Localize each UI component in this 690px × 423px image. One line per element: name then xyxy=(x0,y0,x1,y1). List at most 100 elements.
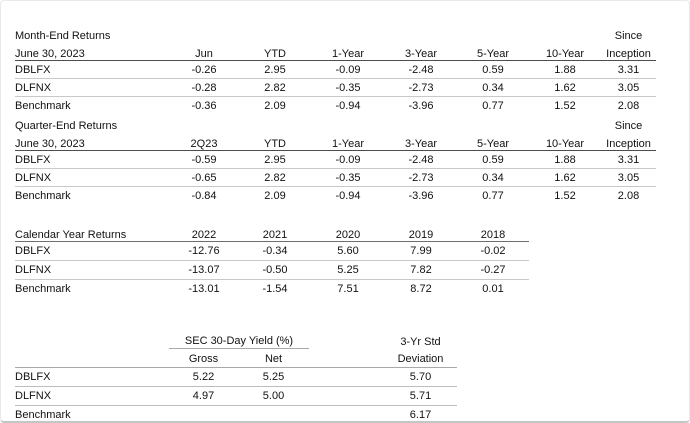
benchmark-label: Benchmark xyxy=(15,409,71,421)
std-dev-value: 5.71 xyxy=(384,386,457,406)
spacer xyxy=(309,367,384,387)
return-value: 7.99 xyxy=(385,241,457,261)
benchmark-label: Benchmark xyxy=(15,189,71,202)
fund-label: DLFNX xyxy=(15,260,169,280)
return-value: -0.28 xyxy=(169,78,239,97)
column-header: YTD xyxy=(239,132,311,151)
spacer xyxy=(169,117,601,132)
spacer xyxy=(309,406,384,422)
month-end-title: Month-End Returns xyxy=(15,30,111,42)
return-value: -2.73 xyxy=(385,78,457,97)
benchmark-label: Benchmark xyxy=(15,283,71,295)
fund-label: DBLFX xyxy=(15,367,169,387)
return-value: -0.09 xyxy=(311,150,385,169)
return-value: 3.31 xyxy=(601,60,656,79)
column-header: 2Q23 xyxy=(169,132,239,151)
fund-label: DLFNX xyxy=(15,168,169,187)
return-value: 1.62 xyxy=(529,78,601,97)
return-value: 2.95 xyxy=(239,60,311,79)
return-value: 8.72 xyxy=(410,283,432,295)
yield-deviation-table: SEC 30-Day Yield (%) 3-Yr Std Gross Net … xyxy=(15,330,457,422)
spacer xyxy=(309,386,384,406)
fund-label: DBLFX xyxy=(15,60,169,79)
fund-label: DLFNX xyxy=(15,78,169,97)
net-header: Net xyxy=(238,348,309,368)
year-header: 2021 xyxy=(239,223,311,242)
column-header: 10-Year xyxy=(529,42,601,61)
return-value: 0.59 xyxy=(457,150,529,169)
return-value: -3.96 xyxy=(408,189,434,202)
return-value: -1.54 xyxy=(262,283,288,295)
since-label: Since xyxy=(614,30,643,42)
spacer xyxy=(169,27,601,42)
return-value: 1.88 xyxy=(529,150,601,169)
gross-yield-value: 4.97 xyxy=(169,386,238,406)
return-value: -13.07 xyxy=(169,260,239,280)
return-value: -0.02 xyxy=(457,241,529,261)
column-header: 1-Year xyxy=(311,132,385,151)
return-value: -0.59 xyxy=(169,150,239,169)
return-value: 0.34 xyxy=(457,168,529,187)
return-value: -0.84 xyxy=(191,189,217,202)
spacer xyxy=(15,348,169,368)
return-value: 2.09 xyxy=(264,99,286,112)
return-value: 2.82 xyxy=(239,168,311,187)
inception-header: Inception xyxy=(601,42,656,61)
return-value: 1.52 xyxy=(554,99,576,112)
return-value: 3.31 xyxy=(601,150,656,169)
return-value: 2.08 xyxy=(617,189,640,202)
return-value: 0.77 xyxy=(482,99,504,112)
return-value: -0.94 xyxy=(335,99,361,112)
return-value: -12.76 xyxy=(169,241,239,261)
return-value: 7.82 xyxy=(385,260,457,280)
return-value: -0.50 xyxy=(239,260,311,280)
since-label: Since xyxy=(614,120,643,132)
spacer xyxy=(309,330,384,349)
quarter-end-returns-table: Quarter-End Returns Since June 30, 2023 … xyxy=(15,117,656,204)
spacer xyxy=(15,330,169,349)
year-header: 2020 xyxy=(311,223,385,242)
column-header: 1-Year xyxy=(311,42,385,61)
spacer xyxy=(309,348,384,368)
return-value: -0.65 xyxy=(169,168,239,187)
column-header: 10-Year xyxy=(529,132,601,151)
benchmark-label: Benchmark xyxy=(15,99,71,112)
year-header: 2019 xyxy=(385,223,457,242)
year-header: 2022 xyxy=(169,223,239,242)
return-value: 5.60 xyxy=(311,241,385,261)
net-yield-value xyxy=(238,406,309,422)
net-yield-value: 5.25 xyxy=(238,367,309,387)
return-value: -13.01 xyxy=(188,283,220,295)
return-value: 7.51 xyxy=(337,283,359,295)
return-value: -0.09 xyxy=(311,60,385,79)
return-value: -2.73 xyxy=(385,168,457,187)
return-value: -0.94 xyxy=(335,189,361,202)
return-value: 0.59 xyxy=(457,60,529,79)
fund-label: DBLFX xyxy=(15,150,169,169)
quarter-end-title: Quarter-End Returns xyxy=(15,120,118,132)
return-value: 2.95 xyxy=(239,150,311,169)
column-header: Jun xyxy=(169,42,239,61)
return-value: 2.82 xyxy=(239,78,311,97)
return-value: -0.26 xyxy=(169,60,239,79)
column-header: 5-Year xyxy=(457,42,529,61)
std-dev-header-line1: 3-Yr Std xyxy=(400,335,441,348)
fund-label: DBLFX xyxy=(15,241,169,261)
return-value: 0.01 xyxy=(482,283,504,295)
calendar-year-title: Calendar Year Returns xyxy=(15,223,169,242)
return-value: 2.09 xyxy=(264,189,286,202)
return-value: 5.25 xyxy=(311,260,385,280)
year-header: 2018 xyxy=(457,223,529,242)
return-value: -3.96 xyxy=(408,99,434,112)
sec-yield-group-header: SEC 30-Day Yield (%) xyxy=(169,330,309,349)
return-value: 3.05 xyxy=(601,168,656,187)
column-header: YTD xyxy=(239,42,311,61)
return-value: -0.27 xyxy=(457,260,529,280)
return-value: -0.34 xyxy=(239,241,311,261)
month-end-returns-table: Month-End Returns Since June 30, 2023 Ju… xyxy=(15,27,656,114)
inception-header: Inception xyxy=(601,132,656,151)
return-value: 0.34 xyxy=(457,78,529,97)
net-yield-value: 5.00 xyxy=(238,386,309,406)
gross-yield-value: 5.22 xyxy=(169,367,238,387)
